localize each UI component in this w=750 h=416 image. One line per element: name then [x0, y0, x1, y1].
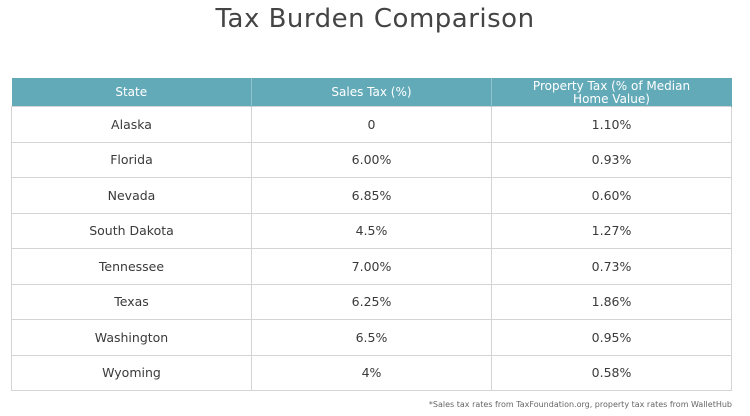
table-row: Washington 6.5% 0.95%	[11, 319, 732, 356]
table-header-row: State Sales Tax (%) Property Tax (% of M…	[11, 78, 732, 107]
sales-tax-cell: 6.00%	[251, 141, 492, 178]
column-header-property-tax: Property Tax (% of Median Home Value)	[491, 78, 732, 107]
sales-tax-cell: 7.00%	[251, 248, 492, 285]
state-cell: Tennessee	[11, 248, 252, 285]
column-header-sales-tax: Sales Tax (%)	[251, 78, 492, 107]
source-footnote: *Sales tax rates from TaxFoundation.org,…	[428, 400, 732, 409]
property-tax-cell: 1.27%	[491, 212, 732, 249]
property-tax-cell: 0.95%	[491, 319, 732, 356]
property-tax-cell: 1.10%	[491, 106, 732, 143]
table-row: Nevada 6.85% 0.60%	[11, 177, 732, 214]
sales-tax-cell: 0	[251, 106, 492, 143]
table-row: Tennessee 7.00% 0.73%	[11, 248, 732, 285]
table-row: Florida 6.00% 0.93%	[11, 141, 732, 178]
table-row: Wyoming 4% 0.58%	[11, 354, 732, 391]
page-title: Tax Burden Comparison	[215, 4, 535, 34]
state-cell: Alaska	[11, 106, 252, 143]
property-tax-cell: 0.60%	[491, 177, 732, 214]
state-cell: Nevada	[11, 177, 252, 214]
property-tax-cell: 0.73%	[491, 248, 732, 285]
sales-tax-cell: 6.25%	[251, 283, 492, 320]
property-tax-cell: 0.93%	[491, 141, 732, 178]
property-tax-cell: 0.58%	[491, 354, 732, 391]
table-row: Alaska 0 1.10%	[11, 106, 732, 143]
table-row: South Dakota 4.5% 1.27%	[11, 212, 732, 249]
sales-tax-cell: 4.5%	[251, 212, 492, 249]
property-tax-cell: 1.86%	[491, 283, 732, 320]
state-cell: Washington	[11, 319, 252, 356]
sales-tax-cell: 6.85%	[251, 177, 492, 214]
table-row: Texas 6.25% 1.86%	[11, 283, 732, 320]
tax-comparison-table: State Sales Tax (%) Property Tax (% of M…	[11, 78, 732, 391]
state-cell: South Dakota	[11, 212, 252, 249]
sales-tax-cell: 6.5%	[251, 319, 492, 356]
sales-tax-cell: 4%	[251, 354, 492, 391]
state-cell: Texas	[11, 283, 252, 320]
state-cell: Florida	[11, 141, 252, 178]
state-cell: Wyoming	[11, 354, 252, 391]
column-header-state: State	[11, 78, 252, 107]
